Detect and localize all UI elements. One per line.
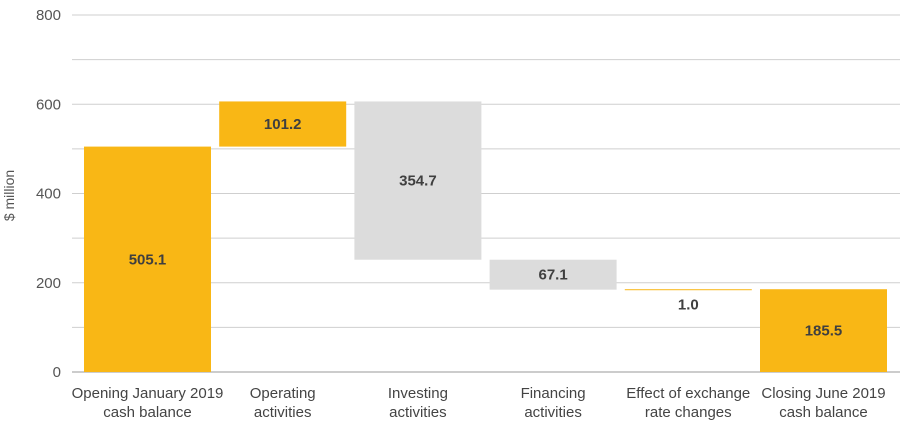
x-tick-label: Opening January 2019 <box>72 385 224 402</box>
y-tick-label: 800 <box>36 7 61 24</box>
data-label: 354.7 <box>399 173 437 190</box>
y-tick-label: 0 <box>53 364 61 381</box>
waterfall-bar <box>489 259 617 290</box>
data-label: 185.5 <box>805 323 843 340</box>
waterfall-bar <box>84 146 211 372</box>
y-tick-label: 400 <box>36 186 61 203</box>
x-tick-label: activities <box>389 404 447 421</box>
x-tick-label: activities <box>524 404 582 421</box>
x-tick-label: Financing <box>521 385 586 402</box>
x-tick-label: Operating <box>250 385 316 402</box>
data-label: 1.0 <box>678 297 699 314</box>
data-label: 505.1 <box>129 251 167 268</box>
waterfall-bar <box>219 101 347 147</box>
x-tick-label: cash balance <box>779 404 867 421</box>
waterfall-bar <box>760 289 887 372</box>
x-tick-label: activities <box>254 404 312 421</box>
y-tick-label: 600 <box>36 96 61 113</box>
data-label: 101.2 <box>264 116 302 133</box>
x-tick-label: Investing <box>388 385 448 402</box>
x-tick-label: Closing June 2019 <box>761 385 885 402</box>
x-tick-label: Effect of exchange <box>626 385 750 402</box>
x-tick-label: rate changes <box>645 404 732 421</box>
y-axis-title: $ million <box>1 170 17 221</box>
data-label: 67.1 <box>538 267 567 284</box>
waterfall-bar <box>354 101 482 260</box>
x-tick-label: cash balance <box>103 404 191 421</box>
y-tick-label: 200 <box>36 275 61 292</box>
waterfall-bar <box>624 289 752 291</box>
